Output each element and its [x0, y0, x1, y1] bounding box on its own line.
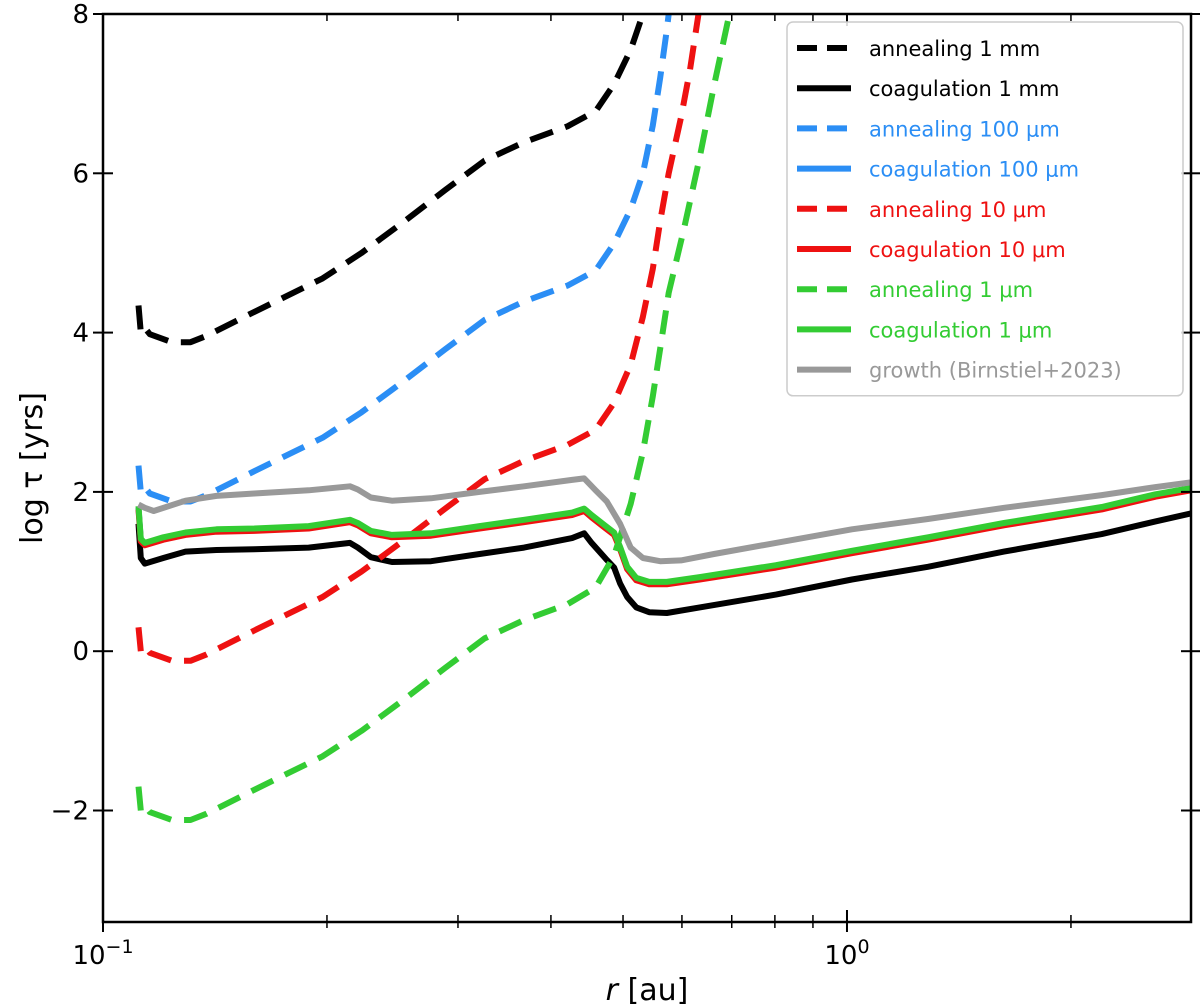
ticks-layer: −2 0 2 4 6 8 10−1 100 — [51, 0, 1200, 971]
series-layer — [135, 14, 1191, 823]
series-line-coagulation-1-um — [135, 484, 1191, 585]
y-tick-label: −2 — [51, 796, 89, 826]
plot-frame — [101, 12, 1193, 924]
y-tick-label: 2 — [72, 478, 89, 508]
y-axis-label: log τ [yrs] — [15, 392, 50, 544]
legend-label-growth-birnstiel-2023: growth (Birnstiel+2023) — [869, 359, 1122, 383]
series-line-annealing-100-um — [135, 14, 672, 505]
legend-label-annealing-1-um: annealing 1 μm — [869, 278, 1033, 302]
legend-box — [786, 21, 1184, 397]
legend-label-coagulation-1-um: coagulation 1 μm — [869, 318, 1052, 342]
legend-label-coagulation-10-um: coagulation 10 μm — [869, 238, 1066, 262]
legend-label-annealing-10-um: annealing 10 μm — [869, 198, 1046, 222]
y-tick-label: 8 — [72, 0, 89, 30]
series-line-growth-birnstiel-2023 — [137, 475, 1191, 565]
legend-label-annealing-100-um: annealing 100 μm — [869, 117, 1060, 141]
y-tick-label: 6 — [72, 159, 89, 189]
legend-label-coagulation-1-mm: coagulation 1 mm — [869, 77, 1059, 101]
legend-label-annealing-1-mm: annealing 1 mm — [869, 37, 1040, 61]
x-tick-label: 10−1 — [72, 936, 133, 971]
series-line-annealing-1-um — [135, 14, 733, 823]
y-tick-label: 0 — [72, 637, 89, 667]
x-axis-label: r [au] — [606, 973, 689, 1008]
series-line-annealing-10-um — [135, 14, 702, 664]
series-line-annealing-1-mm — [135, 14, 646, 346]
x-tick-label: 100 — [824, 936, 869, 971]
legend: annealing 1 mm coagulation 1 mm annealing … — [786, 21, 1184, 397]
series-line-coagulation-1-mm — [135, 510, 1191, 616]
legend-label-coagulation-100-um: coagulation 100 μm — [869, 158, 1079, 182]
y-tick-label: 4 — [72, 319, 89, 349]
